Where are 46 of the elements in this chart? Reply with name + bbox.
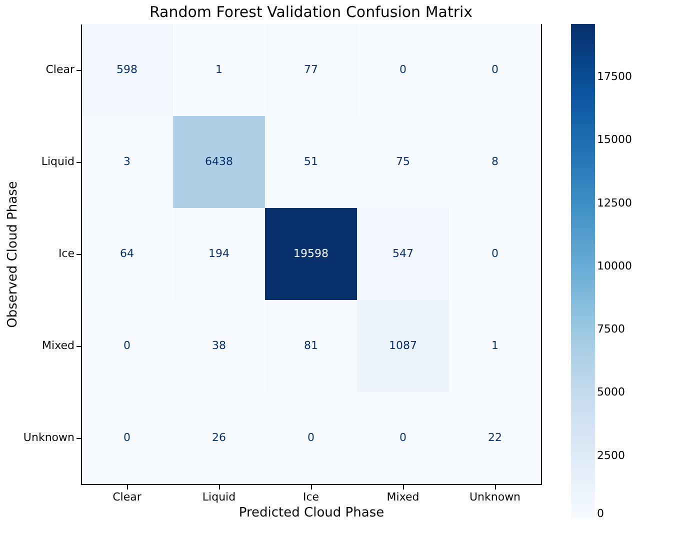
- data-label: 75: [396, 155, 410, 168]
- data-label: 1: [216, 63, 222, 76]
- y-tick-label: Clear: [46, 63, 75, 76]
- data-label: 26: [212, 431, 226, 444]
- y-tick-label: Mixed: [42, 339, 74, 352]
- color-bar-label: 10000: [597, 259, 632, 272]
- data-label: 77: [304, 63, 318, 76]
- data-label: 0: [124, 339, 130, 352]
- data-label: 19598: [294, 247, 328, 260]
- data-label: 598: [116, 63, 138, 76]
- data-label: 194: [208, 247, 230, 260]
- data-label: 1087: [389, 339, 417, 352]
- color-bar-label: 0: [597, 507, 604, 520]
- data-label: 0: [400, 431, 406, 444]
- color-bar-label: 5000: [597, 386, 625, 399]
- color-bar-label: 7500: [597, 322, 625, 336]
- data-label: 0: [308, 431, 314, 444]
- data-label: 3: [124, 155, 130, 168]
- data-label: 6438: [205, 155, 233, 168]
- data-label: 0: [492, 247, 498, 260]
- data-label: 64: [120, 247, 134, 260]
- chart-title: Random Forest Validation Confusion Matrix: [149, 3, 473, 21]
- data-label: 0: [124, 431, 130, 444]
- color-bar-label: 15000: [597, 133, 632, 146]
- data-label: 0: [400, 63, 406, 76]
- y-tick-label: Liquid: [41, 155, 74, 168]
- color-bar-label: 17500: [597, 70, 632, 83]
- data-label: 81: [304, 339, 318, 352]
- data-label: 8: [492, 155, 498, 168]
- y-tick-label: Ice: [58, 247, 75, 260]
- color-bar-label: 2500: [597, 448, 625, 462]
- x-tick-label: Liquid: [202, 490, 236, 504]
- data-label: 0: [492, 63, 498, 76]
- x-tick-label: Mixed: [386, 490, 420, 504]
- y-tick-label: Unknown: [23, 431, 75, 444]
- data-label: 1: [492, 339, 498, 352]
- x-axis-title: Predicted Cloud Phase: [238, 506, 384, 520]
- data-label: 547: [392, 247, 414, 260]
- data-label: 51: [304, 155, 318, 168]
- color-bar-label: 12500: [597, 196, 632, 210]
- x-tick-label: Ice: [302, 490, 320, 504]
- data-label: 22: [488, 431, 502, 444]
- y-axis-title: Observed Cloud Phase: [5, 181, 20, 328]
- x-tick-label: Unknown: [469, 490, 521, 504]
- x-tick-label: Clear: [112, 490, 142, 504]
- data-label: 38: [212, 339, 226, 352]
